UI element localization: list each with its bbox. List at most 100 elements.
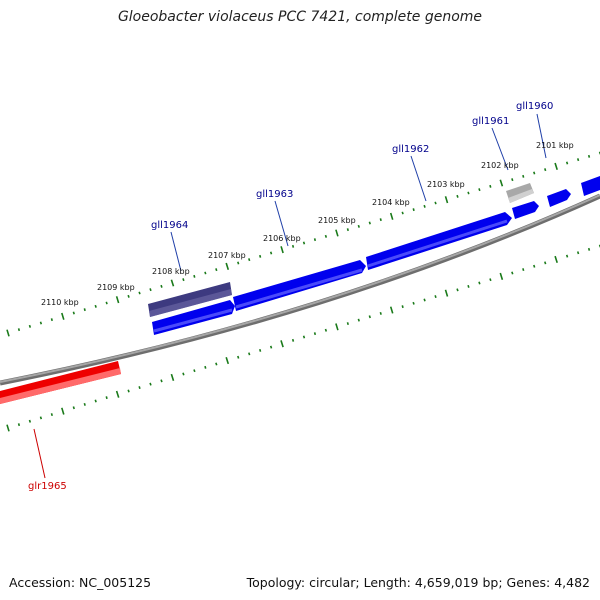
minor-tick (237, 261, 240, 265)
map-title: Gloeobacter violaceus PCC 7421, complete… (117, 9, 483, 25)
topology-text: Topology: circular; Length: 4,659,019 bp… (246, 575, 590, 590)
minor-tick (346, 322, 349, 326)
gene-features (0, 176, 600, 404)
minor-tick (489, 184, 492, 188)
gene-label-glr1965[interactable]: glr1965 (28, 481, 67, 492)
minor-tick (94, 399, 97, 403)
label-leader-lines (33, 113, 547, 479)
minor-tick (269, 345, 273, 349)
minor-tick (478, 188, 481, 192)
minor-tick (467, 284, 470, 288)
minor-tick (522, 268, 525, 272)
minor-tick (204, 365, 207, 369)
minor-tick (138, 291, 141, 295)
minor-tick (346, 228, 349, 232)
minor-tick (105, 396, 108, 400)
ruler-label-2103: 2103 kbp (427, 180, 465, 189)
minor-tick (423, 298, 426, 302)
minor-tick (193, 369, 196, 373)
minor-tick (160, 284, 163, 288)
minor-tick (434, 295, 437, 299)
ruler-label-2107: 2107 kbp (208, 251, 246, 260)
minor-tick (83, 308, 86, 312)
minor-tick (302, 335, 306, 339)
minor-tick (127, 389, 130, 393)
major-tick (61, 312, 65, 320)
ruler-label-2104: 2104 kbp (372, 198, 410, 207)
minor-tick (576, 251, 580, 255)
minor-tick (401, 305, 404, 309)
minor-tick (182, 278, 185, 282)
minor-tick (368, 221, 371, 225)
major-tick (444, 196, 449, 204)
major-tick (115, 296, 120, 304)
major-tick (554, 255, 558, 264)
gene-label-gll1964[interactable]: gll1964 (151, 220, 188, 231)
minor-tick (50, 413, 53, 417)
minor-tick (412, 208, 415, 212)
minor-tick (368, 315, 371, 319)
minor-tick (467, 191, 470, 195)
major-tick (280, 246, 284, 254)
major-tick (499, 179, 504, 187)
minor-tick (17, 328, 21, 332)
gene-label-gll1963[interactable]: gll1963 (256, 189, 293, 200)
minor-tick (456, 288, 459, 292)
major-tick (170, 373, 175, 382)
minor-tick (401, 211, 404, 215)
minor-tick (478, 281, 481, 285)
major-tick (444, 289, 449, 297)
major-tick (554, 162, 558, 170)
gene-forward-end[interactable] (581, 176, 600, 196)
minor-tick (587, 247, 591, 251)
gene-gray-shade (508, 189, 534, 203)
ruler-label-2106: 2106 kbp (263, 234, 301, 243)
minor-tick (39, 416, 43, 420)
minor-tick (182, 372, 185, 376)
gene-gll1960[interactable] (547, 189, 571, 207)
minor-tick (302, 241, 306, 245)
ruler-label-2105: 2105 kbp (318, 216, 356, 225)
minor-tick (565, 161, 569, 165)
gene-label-gll1962[interactable]: gll1962 (392, 144, 429, 155)
minor-tick (215, 268, 218, 272)
minor-tick (215, 362, 218, 366)
major-tick (61, 407, 65, 415)
minor-tick (379, 218, 382, 222)
minor-tick (357, 224, 360, 228)
major-tick (115, 390, 120, 398)
minor-tick (423, 204, 426, 208)
minor-tick (193, 274, 196, 278)
minor-tick (83, 402, 86, 406)
minor-tick (160, 379, 163, 383)
minor-tick (248, 258, 251, 262)
ruler-label-2109: 2109 kbp (97, 283, 135, 292)
minor-tick (28, 419, 32, 423)
minor-tick (149, 382, 152, 386)
gene-label-gll1961[interactable]: gll1961 (472, 116, 509, 127)
minor-tick (138, 386, 141, 390)
minor-tick (313, 238, 317, 242)
minor-tick (149, 288, 152, 292)
outer-tick-ruler (6, 151, 600, 337)
gene-label-gll1960[interactable]: gll1960 (516, 101, 553, 112)
major-tick (6, 329, 10, 337)
minor-tick (313, 332, 317, 336)
minor-tick (39, 321, 43, 325)
minor-tick (127, 294, 130, 298)
minor-tick (248, 352, 251, 356)
major-tick (499, 272, 504, 280)
genome-backbone-highlight (0, 194, 600, 383)
minor-tick (456, 194, 459, 198)
ruler-label-2110: 2110 kbp (41, 298, 79, 307)
minor-tick (291, 244, 295, 248)
minor-tick (522, 174, 525, 178)
gene-gll1961[interactable] (512, 201, 539, 219)
minor-tick (324, 328, 328, 332)
gene-gll1964-shade (149, 289, 232, 317)
minor-tick (544, 261, 547, 265)
minor-tick (259, 348, 262, 352)
minor-tick (105, 301, 108, 305)
ruler-label-2102: 2102 kbp (481, 161, 519, 170)
minor-tick (324, 234, 328, 238)
